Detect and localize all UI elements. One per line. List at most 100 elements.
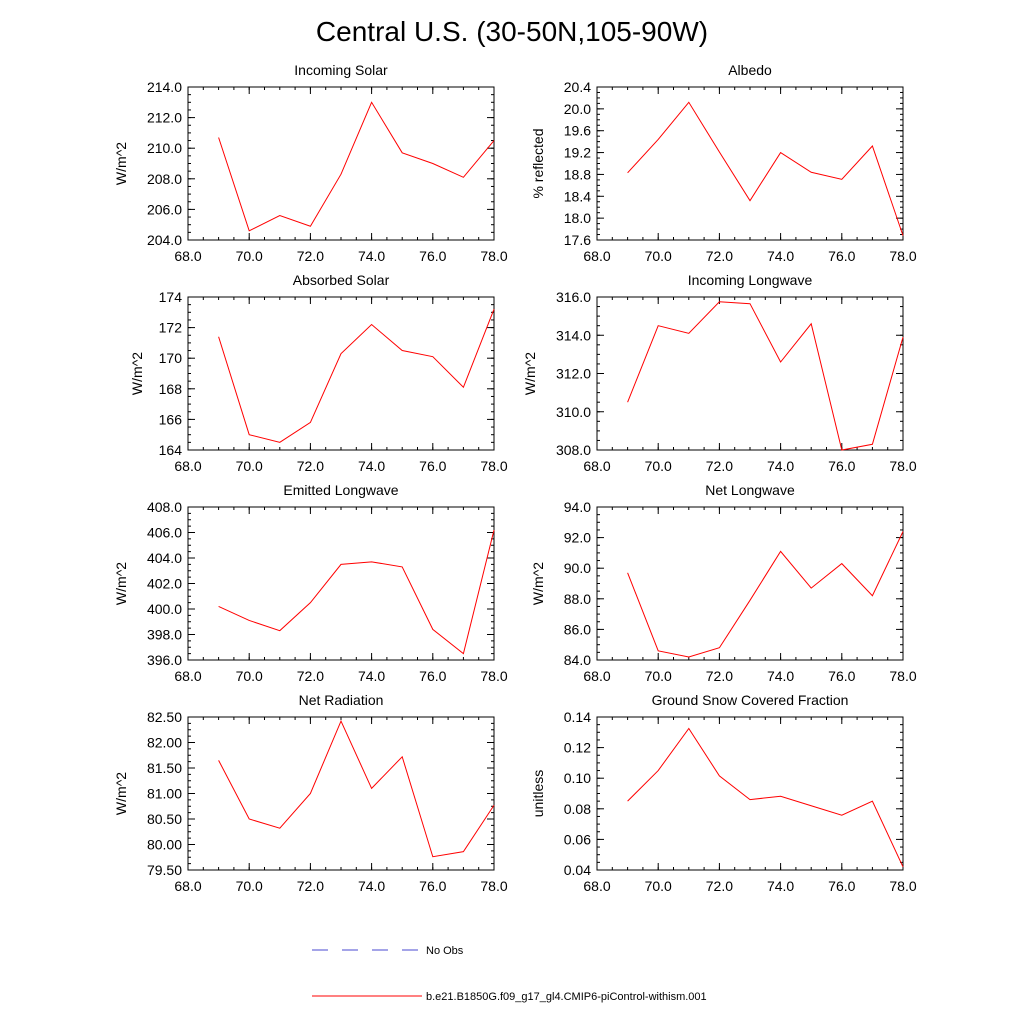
y-tick-label: 168 bbox=[159, 381, 183, 397]
legend-model-label: b.e21.B1850G.f09_g17_gl4.CMIP6-piControl… bbox=[426, 991, 707, 1003]
y-tick-label: 212.0 bbox=[147, 110, 182, 126]
y-tick-label: 316.0 bbox=[556, 289, 591, 305]
plot-frame bbox=[187, 296, 495, 451]
x-tick-label: 74.0 bbox=[767, 248, 794, 264]
x-tick-label: 72.0 bbox=[297, 248, 324, 264]
x-tick-label: 70.0 bbox=[645, 458, 672, 474]
panel-title: Net Longwave bbox=[705, 482, 795, 498]
x-tick-label: 78.0 bbox=[480, 668, 507, 684]
x-tick-label: 78.0 bbox=[889, 248, 916, 264]
y-tick-label: 20.0 bbox=[564, 101, 591, 117]
series-line bbox=[627, 301, 904, 451]
y-axis-label: W/m^2 bbox=[129, 352, 145, 395]
y-tick-label: 308.0 bbox=[556, 442, 591, 458]
y-tick-label: 206.0 bbox=[147, 201, 182, 217]
y-tick-label: 86.0 bbox=[564, 621, 591, 637]
y-tick-label: 402.0 bbox=[147, 576, 182, 592]
y-tick-label: 81.00 bbox=[147, 786, 182, 802]
x-tick-label: 76.0 bbox=[828, 668, 855, 684]
series-line bbox=[218, 101, 495, 232]
x-tick-label: 78.0 bbox=[480, 878, 507, 894]
series-line bbox=[218, 719, 495, 858]
series-line bbox=[627, 531, 904, 658]
x-tick-label: 74.0 bbox=[767, 878, 794, 894]
panel-title: Net Radiation bbox=[299, 692, 384, 708]
panel-title: Emitted Longwave bbox=[283, 482, 398, 498]
y-tick-label: 208.0 bbox=[147, 171, 182, 187]
y-axis-label: W/m^2 bbox=[113, 562, 129, 605]
x-tick-label: 74.0 bbox=[358, 458, 385, 474]
plot-frame bbox=[596, 506, 904, 661]
plot-frame bbox=[187, 506, 495, 661]
plot-frame bbox=[187, 86, 495, 241]
x-tick-label: 76.0 bbox=[419, 668, 446, 684]
x-tick-label: 72.0 bbox=[706, 458, 733, 474]
plot-frame bbox=[596, 296, 904, 451]
x-tick-label: 76.0 bbox=[828, 458, 855, 474]
panel-ground-snow-covered-fraction: 68.0 70.0 72.0 74.0 76.0 78.0 0.04 0.06 0.08 0.10… bbox=[530, 692, 917, 894]
panel-title: Absorbed Solar bbox=[293, 272, 390, 288]
plot-frame bbox=[596, 716, 904, 871]
x-tick-label: 78.0 bbox=[480, 248, 507, 264]
x-tick-label: 68.0 bbox=[583, 668, 610, 684]
y-tick-label: 164 bbox=[159, 442, 183, 458]
plot-frame bbox=[596, 86, 904, 241]
x-tick-label: 68.0 bbox=[583, 878, 610, 894]
y-tick-label: 0.10 bbox=[564, 770, 591, 786]
y-axis-label: % reflected bbox=[530, 128, 546, 198]
x-tick-label: 70.0 bbox=[236, 248, 263, 264]
x-tick-label: 70.0 bbox=[236, 668, 263, 684]
y-tick-label: 404.0 bbox=[147, 550, 182, 566]
y-tick-label: 79.50 bbox=[147, 862, 182, 878]
panel-incoming-longwave: 68.0 70.0 72.0 74.0 76.0 78.0 308.0 310.0 312.0 3… bbox=[522, 272, 917, 474]
x-tick-label: 68.0 bbox=[174, 878, 201, 894]
series-line bbox=[627, 727, 904, 868]
panel-title: Albedo bbox=[728, 62, 772, 78]
series-line bbox=[218, 309, 495, 443]
y-tick-label: 400.0 bbox=[147, 601, 182, 617]
y-tick-label: 0.06 bbox=[564, 831, 591, 847]
y-tick-label: 19.6 bbox=[564, 123, 591, 139]
x-tick-label: 70.0 bbox=[236, 458, 263, 474]
y-tick-label: 0.14 bbox=[564, 709, 591, 725]
x-tick-label: 68.0 bbox=[174, 248, 201, 264]
y-tick-label: 172 bbox=[159, 320, 183, 336]
panel-absorbed-solar: 68.0 70.0 72.0 74.0 76.0 78.0 164 166 168 170 172 1… bbox=[129, 272, 508, 474]
panel-emitted-longwave: 68.0 70.0 72.0 74.0 76.0 78.0 396.0 398.0 400.0 4… bbox=[113, 482, 508, 684]
y-axis-label: W/m^2 bbox=[530, 562, 546, 605]
y-tick-label: 210.0 bbox=[147, 140, 182, 156]
y-axis-label: W/m^2 bbox=[113, 142, 129, 185]
y-tick-label: 310.0 bbox=[556, 404, 591, 420]
x-tick-label: 76.0 bbox=[419, 248, 446, 264]
x-tick-label: 72.0 bbox=[706, 878, 733, 894]
x-tick-label: 78.0 bbox=[889, 878, 916, 894]
x-tick-label: 70.0 bbox=[645, 248, 672, 264]
x-tick-label: 72.0 bbox=[297, 668, 324, 684]
y-tick-label: 84.0 bbox=[564, 652, 591, 668]
x-tick-label: 78.0 bbox=[889, 458, 916, 474]
x-tick-label: 74.0 bbox=[767, 458, 794, 474]
y-tick-label: 314.0 bbox=[556, 327, 591, 343]
legend: No Obs b.e21.B1850G.f09_g17_gl4.CMIP6-pi… bbox=[312, 945, 707, 1003]
y-tick-label: 396.0 bbox=[147, 652, 182, 668]
y-tick-label: 408.0 bbox=[147, 499, 182, 515]
x-tick-label: 78.0 bbox=[889, 668, 916, 684]
y-tick-label: 0.04 bbox=[564, 862, 591, 878]
y-axis-label: W/m^2 bbox=[522, 352, 538, 395]
y-tick-label: 204.0 bbox=[147, 232, 182, 248]
y-tick-label: 82.50 bbox=[147, 709, 182, 725]
x-tick-label: 78.0 bbox=[480, 458, 507, 474]
y-tick-label: 174 bbox=[159, 289, 183, 305]
x-tick-label: 68.0 bbox=[174, 458, 201, 474]
y-tick-label: 0.08 bbox=[564, 801, 591, 817]
panel-title: Incoming Solar bbox=[294, 62, 388, 78]
x-tick-label: 68.0 bbox=[583, 458, 610, 474]
y-tick-label: 312.0 bbox=[556, 366, 591, 382]
x-tick-label: 70.0 bbox=[236, 878, 263, 894]
y-tick-label: 18.4 bbox=[564, 188, 591, 204]
panel-net-longwave: 68.0 70.0 72.0 74.0 76.0 78.0 84.0 86.0 88.0 90.0… bbox=[530, 482, 917, 684]
y-tick-label: 18.0 bbox=[564, 210, 591, 226]
y-tick-label: 166 bbox=[159, 411, 183, 427]
y-tick-label: 94.0 bbox=[564, 499, 591, 515]
